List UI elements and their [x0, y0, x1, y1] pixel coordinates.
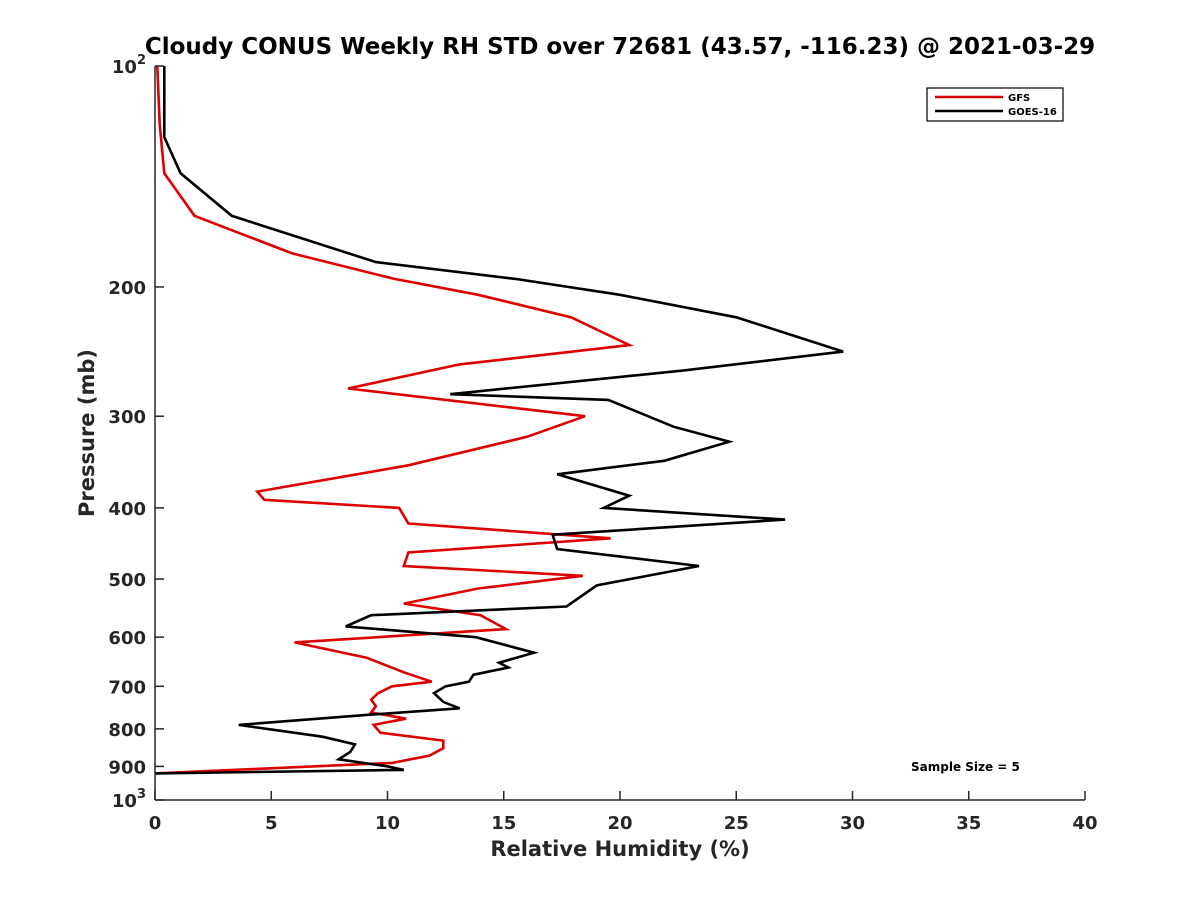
y-tick-label: 800 — [108, 720, 146, 741]
series-line-goes16 — [154, 66, 844, 775]
y-tick-label: 600 — [108, 628, 146, 649]
sample-size-annotation: Sample Size = 5 — [911, 760, 1020, 774]
x-tick-label: 25 — [724, 813, 749, 834]
series-line-gfs — [154, 65, 634, 775]
x-tick-label: 30 — [840, 813, 865, 834]
y-tick-label: 102 — [112, 53, 146, 78]
legend-label-goes16: GOES-16 — [1008, 107, 1057, 118]
y-tick-label: 200 — [108, 278, 146, 299]
legend-label-gfs: GFS — [1008, 93, 1030, 104]
y-tick-label: 900 — [108, 757, 146, 778]
x-tick-label: 20 — [607, 813, 632, 834]
x-tick-label: 10 — [375, 813, 400, 834]
legend: GFS GOES-16 — [926, 87, 1064, 122]
x-tick-label: 0 — [149, 813, 162, 834]
x-tick-label: 35 — [956, 813, 981, 834]
y-axis-label: Pressure (mb) — [75, 349, 99, 517]
series-layer — [154, 65, 844, 775]
y-tick-label: 103 — [112, 787, 146, 812]
y-tick-label: 400 — [108, 499, 146, 520]
x-tick-label: 40 — [1072, 813, 1097, 834]
chart-title: Cloudy CONUS Weekly RH STD over 72681 (4… — [145, 34, 1095, 60]
legend-box — [926, 87, 1064, 122]
y-ticks: 102 200 300 400 500 600 700 800 900 103 — [108, 53, 164, 812]
y-tick-label: 500 — [108, 570, 146, 591]
y-tick-label: 700 — [108, 677, 146, 698]
x-tick-label: 15 — [491, 813, 516, 834]
y-tick-label: 300 — [108, 407, 146, 428]
plot-area: 0 5 10 15 20 25 30 35 40 102 200 300 400 500 600 700 80… — [108, 53, 1097, 834]
x-ticks: 0 5 10 15 20 25 30 35 40 — [149, 791, 1098, 834]
x-axis-label: Relative Humidity (%) — [490, 837, 749, 861]
x-tick-label: 5 — [265, 813, 278, 834]
